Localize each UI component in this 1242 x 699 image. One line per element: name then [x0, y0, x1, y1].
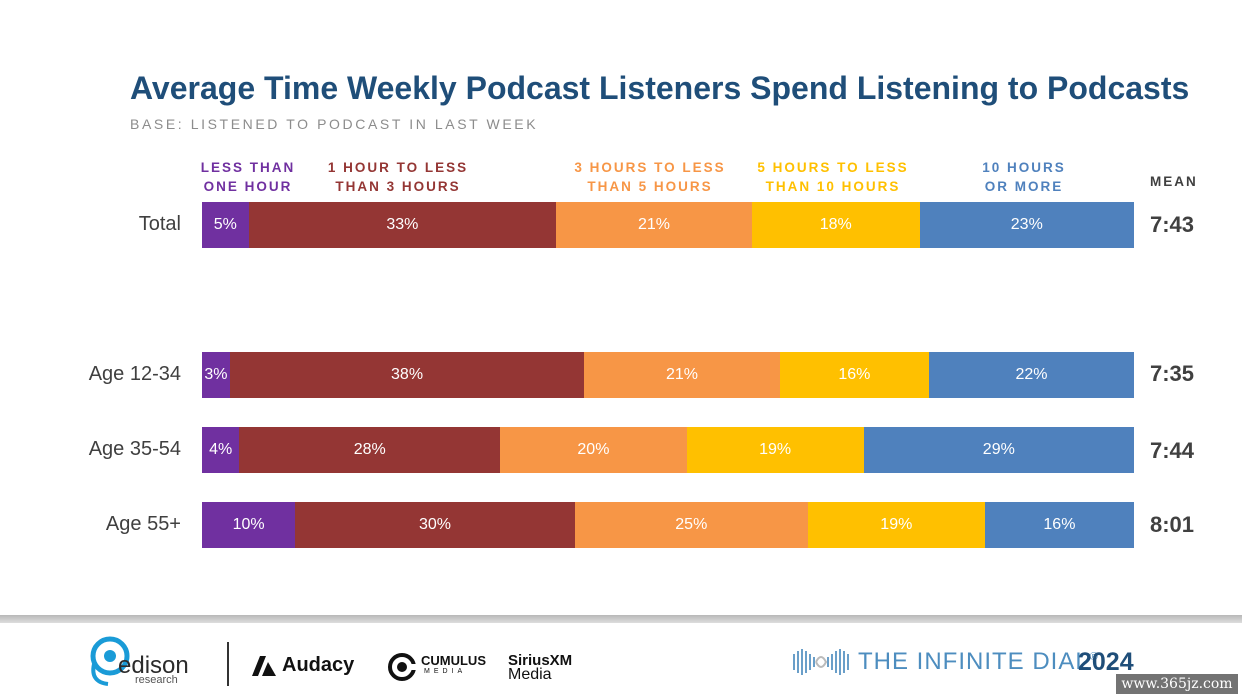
bar-segment: 22% — [928, 352, 1134, 398]
stacked-bar: 5% 33% 21% 18% 23% — [202, 202, 1134, 248]
infinite-dial-year: 2024 — [1078, 648, 1134, 676]
watermark: www.365jz.com — [1116, 674, 1238, 694]
stacked-bar: 10% 30% 25% 19% 16% — [202, 502, 1134, 548]
edison-logo-subtext: research — [135, 674, 178, 686]
siriusxm-logo-subtext: Media — [508, 666, 552, 683]
bar-segment: 19% — [686, 427, 864, 473]
stacked-bar: 4% 28% 20% 19% 29% — [202, 427, 1134, 473]
legend-header-10-hours-or-more: 10 HOURS OR MORE — [964, 158, 1084, 196]
legend-header-3-to-5-hours: 3 HOURS TO LESS THAN 5 HOURS — [568, 158, 732, 196]
bar-segment: 5% — [202, 202, 249, 248]
bar-segment: 4% — [202, 427, 240, 473]
bar-segment: 16% — [984, 502, 1134, 548]
legend-header-1-to-3-hours: 1 HOUR TO LESS THAN 3 HOURS — [318, 158, 478, 196]
legend-header-line: 10 HOURS — [982, 160, 1066, 175]
bar-segment: 16% — [779, 352, 929, 398]
legend-header-line: THAN 3 HOURS — [335, 179, 461, 194]
cumulus-logo-icon — [388, 653, 417, 681]
row-label: Age 12-34 — [88, 363, 181, 385]
footer-divider — [0, 615, 1242, 623]
infinite-dial-logo-icon — [793, 649, 849, 675]
audacy-logo-icon — [252, 656, 276, 676]
registered-mark: ® — [1089, 651, 1099, 663]
bar-segment: 30% — [295, 502, 575, 548]
legend-header-line: 5 HOURS TO LESS — [757, 160, 909, 175]
bar-segment: 19% — [807, 502, 985, 548]
mean-value: 7:44 — [1150, 438, 1195, 463]
stacked-bar: 3% 38% 21% 16% 22% — [202, 352, 1134, 398]
infinite-dial-text: THE INFINITE DIAL — [858, 648, 1090, 675]
edison-logo-icon — [90, 636, 130, 686]
legend-header-line: 3 HOURS TO LESS — [574, 160, 726, 175]
bar-segment: 3% — [202, 352, 230, 398]
row-label: Age 35-54 — [88, 438, 181, 460]
bar-segment: 38% — [229, 352, 585, 398]
bar-segment: 21% — [556, 202, 752, 248]
bar-segment: 33% — [248, 202, 557, 248]
legend-header-5-to-10-hours: 5 HOURS TO LESS THAN 10 HOURS — [750, 158, 916, 196]
legend-header-less-than-one-hour: LESS THAN ONE HOUR — [196, 158, 300, 196]
chart-subtitle: BASE: LISTENED TO PODCAST IN LAST WEEK — [130, 116, 539, 132]
bar-segment: 10% — [202, 502, 296, 548]
bar-segment: 21% — [584, 352, 780, 398]
logo-divider — [227, 642, 229, 686]
bar-segment: 28% — [239, 427, 501, 473]
chart-title: Average Time Weekly Podcast Listeners Sp… — [130, 70, 1190, 106]
legend-header-line: 1 HOUR TO LESS — [327, 160, 469, 175]
bar-segment: 20% — [500, 427, 687, 473]
mean-value: 7:35 — [1150, 361, 1195, 386]
legend-header-line: THAN 10 HOURS — [765, 179, 901, 194]
edison-logo-wordmark: edison — [118, 652, 189, 679]
infinite-dial-wordmark: THE INFINITE DIAL® — [858, 648, 1099, 676]
legend-header-line: THAN 5 HOURS — [587, 179, 713, 194]
bar-segment: 18% — [751, 202, 920, 248]
mean-value: 7:43 — [1150, 212, 1195, 237]
siriusxm-logo-wordmark: SiriusXM — [508, 652, 573, 669]
mean-value: 8:01 — [1150, 512, 1195, 537]
bar-segment: 29% — [863, 427, 1134, 473]
cumulus-logo-wordmark: CUMULUS — [421, 653, 486, 668]
legend-header-line: ONE HOUR — [203, 179, 293, 194]
legend-header-line: LESS THAN — [200, 160, 296, 175]
bar-segment: 25% — [574, 502, 808, 548]
bar-segment: 23% — [919, 202, 1134, 248]
row-label: Total — [138, 213, 181, 235]
mean-column-header: MEAN — [1150, 174, 1198, 189]
audacy-logo-wordmark: Audacy — [282, 654, 355, 676]
row-label: Age 55+ — [105, 513, 181, 535]
cumulus-logo-subtext: MEDIA — [424, 668, 467, 675]
legend-header-line: OR MORE — [984, 179, 1064, 194]
